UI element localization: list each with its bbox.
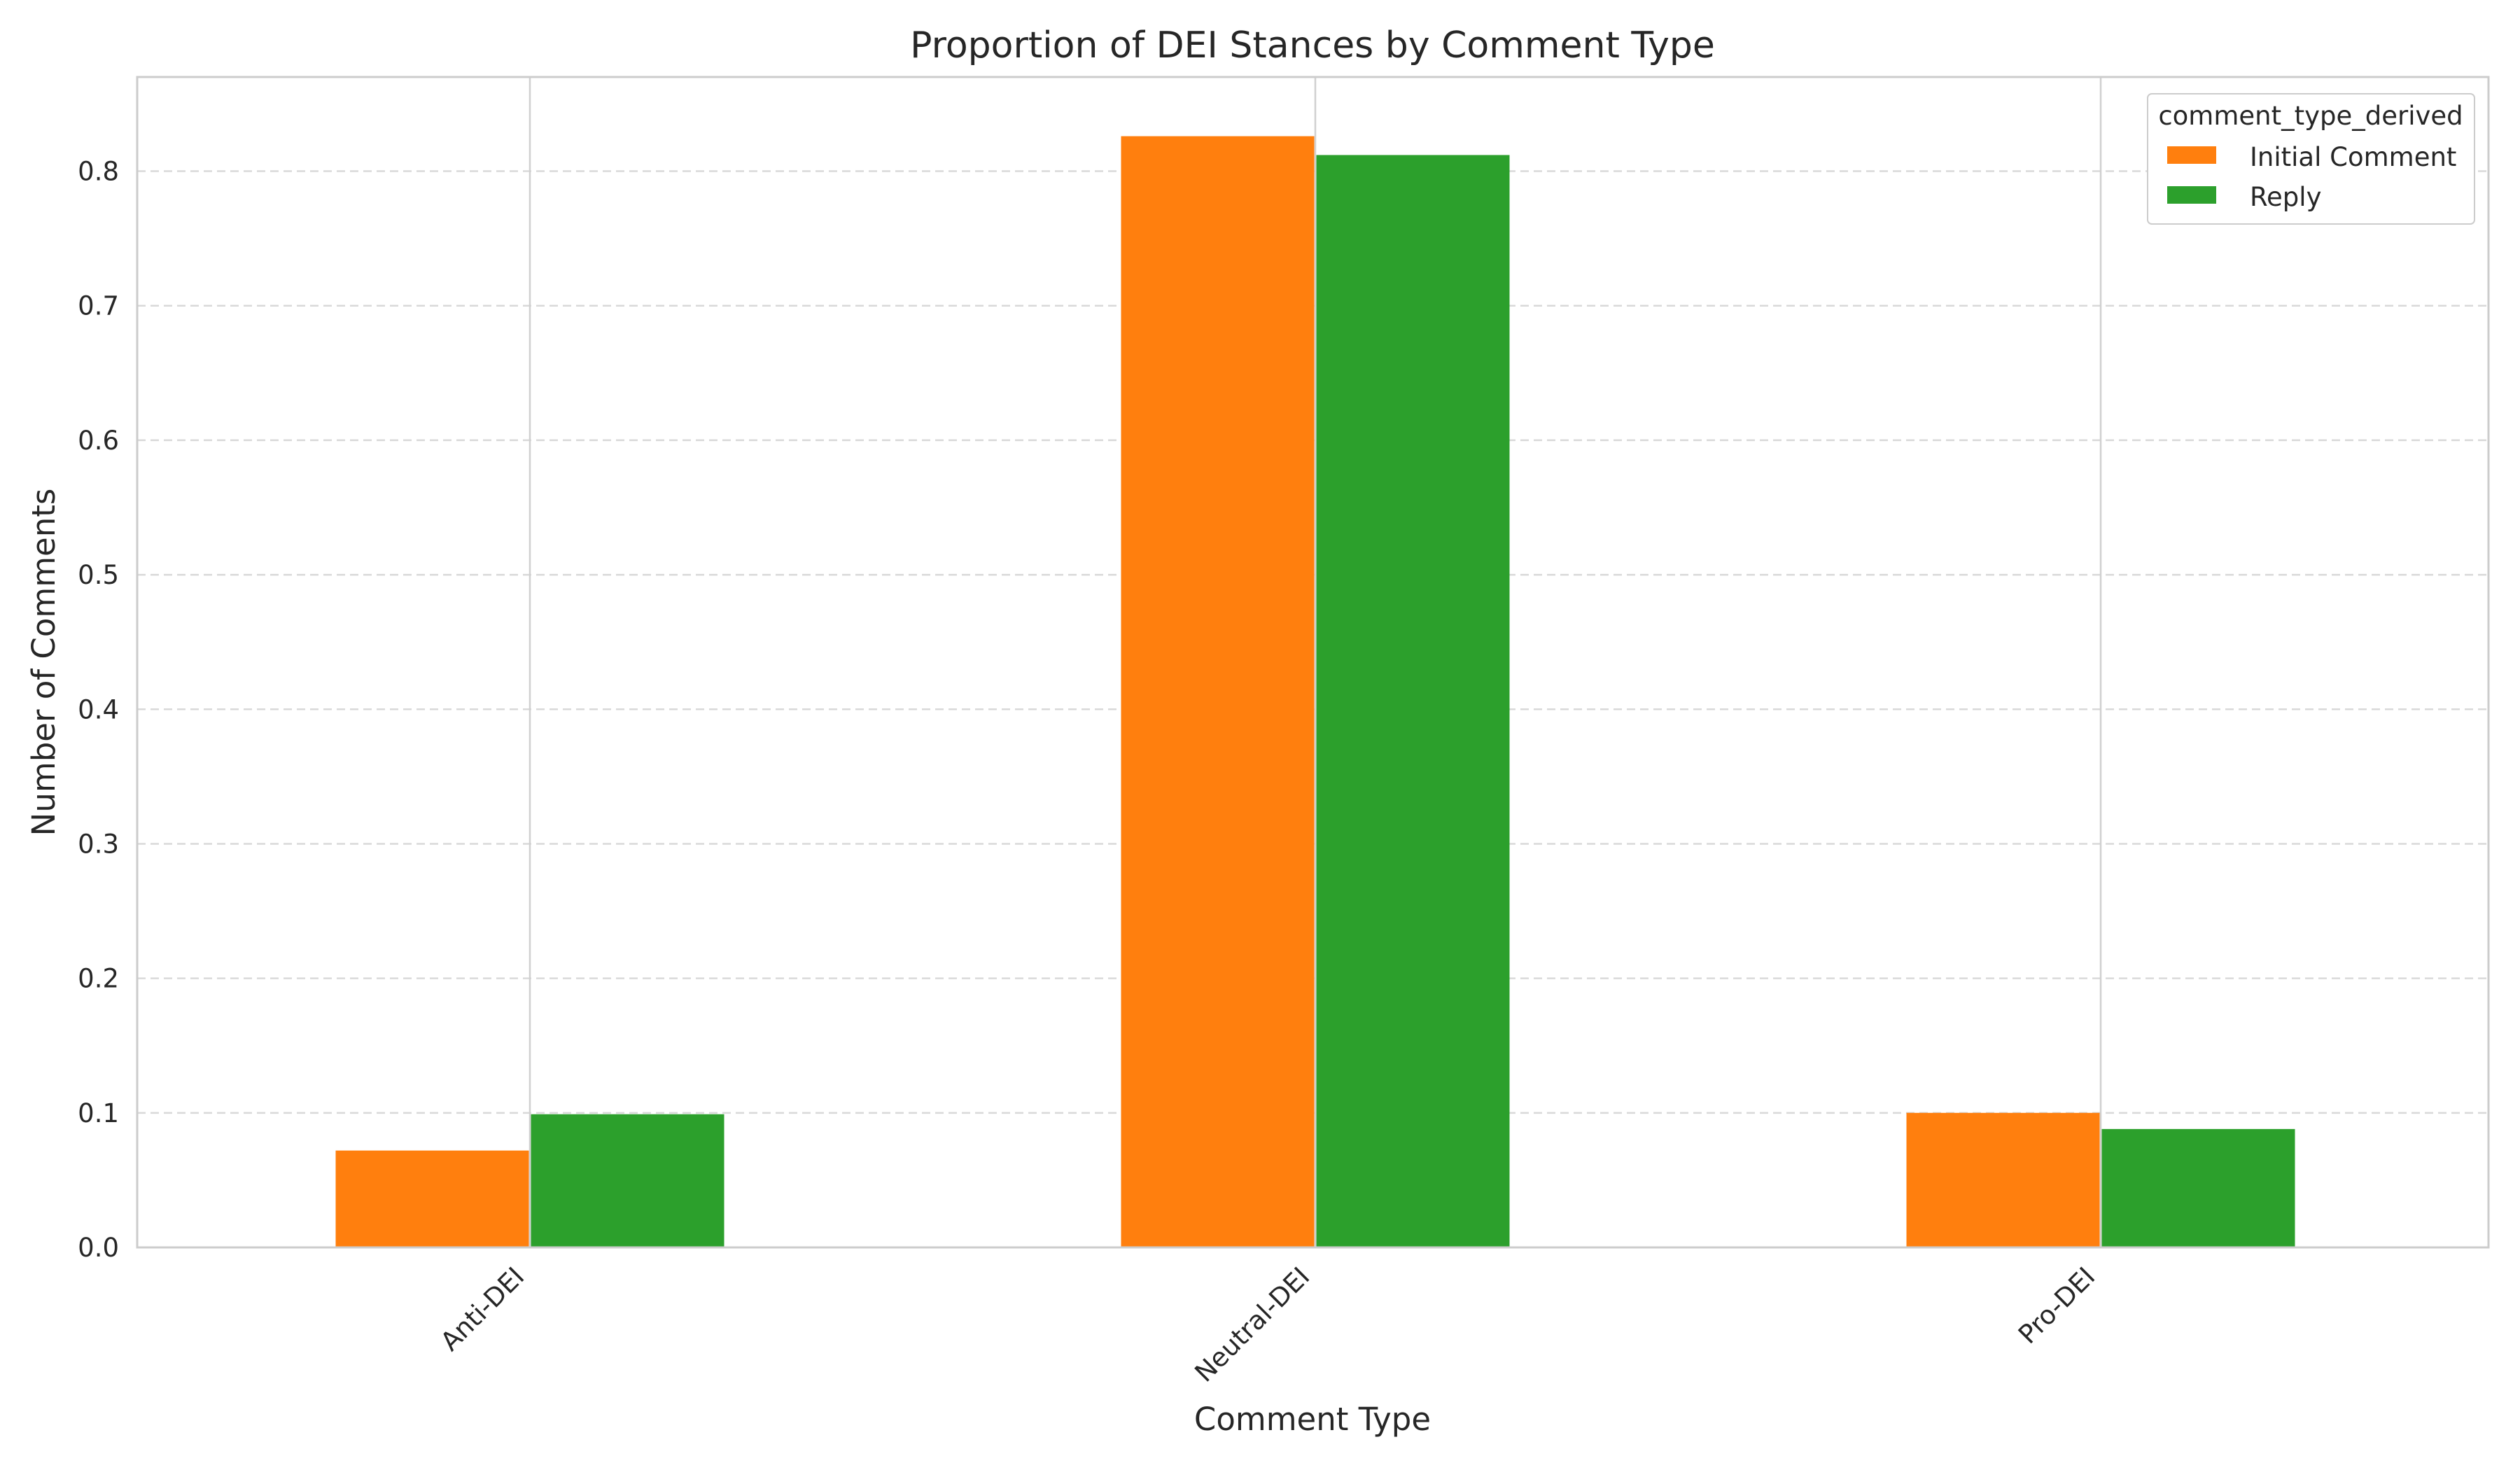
legend-label-initial-comment: Initial Comment xyxy=(2250,142,2456,172)
y-tick-label: 0.2 xyxy=(78,964,119,994)
bar-anti-dei-reply xyxy=(531,1114,724,1247)
y-tick-label: 0.7 xyxy=(78,291,119,321)
y-tick-label: 0.8 xyxy=(78,157,119,187)
y-tick-label: 0.0 xyxy=(78,1233,119,1263)
y-tick-label: 0.3 xyxy=(78,829,119,859)
y-axis-label: Number of Comments xyxy=(25,489,62,836)
bar-pro-dei-initial-comment xyxy=(1906,1112,2100,1247)
y-axis-ticks: 0.0 0.1 0.2 0.3 0.4 0.5 0.6 0.7 0.8 xyxy=(78,157,119,1263)
legend-swatch-initial-comment xyxy=(2167,146,2216,164)
legend: comment_type_derived Initial Comment Rep… xyxy=(2147,93,2475,225)
bar-anti-dei-initial-comment xyxy=(335,1150,529,1247)
legend-title: comment_type_derived xyxy=(2158,101,2463,131)
legend-box xyxy=(2147,93,2475,225)
legend-label-reply: Reply xyxy=(2250,182,2321,212)
y-tick-label: 0.1 xyxy=(78,1098,119,1128)
bar-neutral-dei-reply xyxy=(1316,155,1510,1247)
y-tick-label: 0.6 xyxy=(78,426,119,456)
y-tick-label: 0.4 xyxy=(78,694,119,724)
chart-title: Proportion of DEI Stances by Comment Typ… xyxy=(910,24,1715,66)
bar-pro-dei-reply xyxy=(2101,1128,2295,1247)
bars xyxy=(335,136,2295,1247)
x-axis-label: Comment Type xyxy=(1194,1401,1431,1438)
y-tick-label: 0.5 xyxy=(78,560,119,590)
legend-swatch-reply xyxy=(2167,186,2216,204)
bar-neutral-dei-initial-comment xyxy=(1121,136,1315,1247)
plot-area-border xyxy=(136,76,2490,1249)
